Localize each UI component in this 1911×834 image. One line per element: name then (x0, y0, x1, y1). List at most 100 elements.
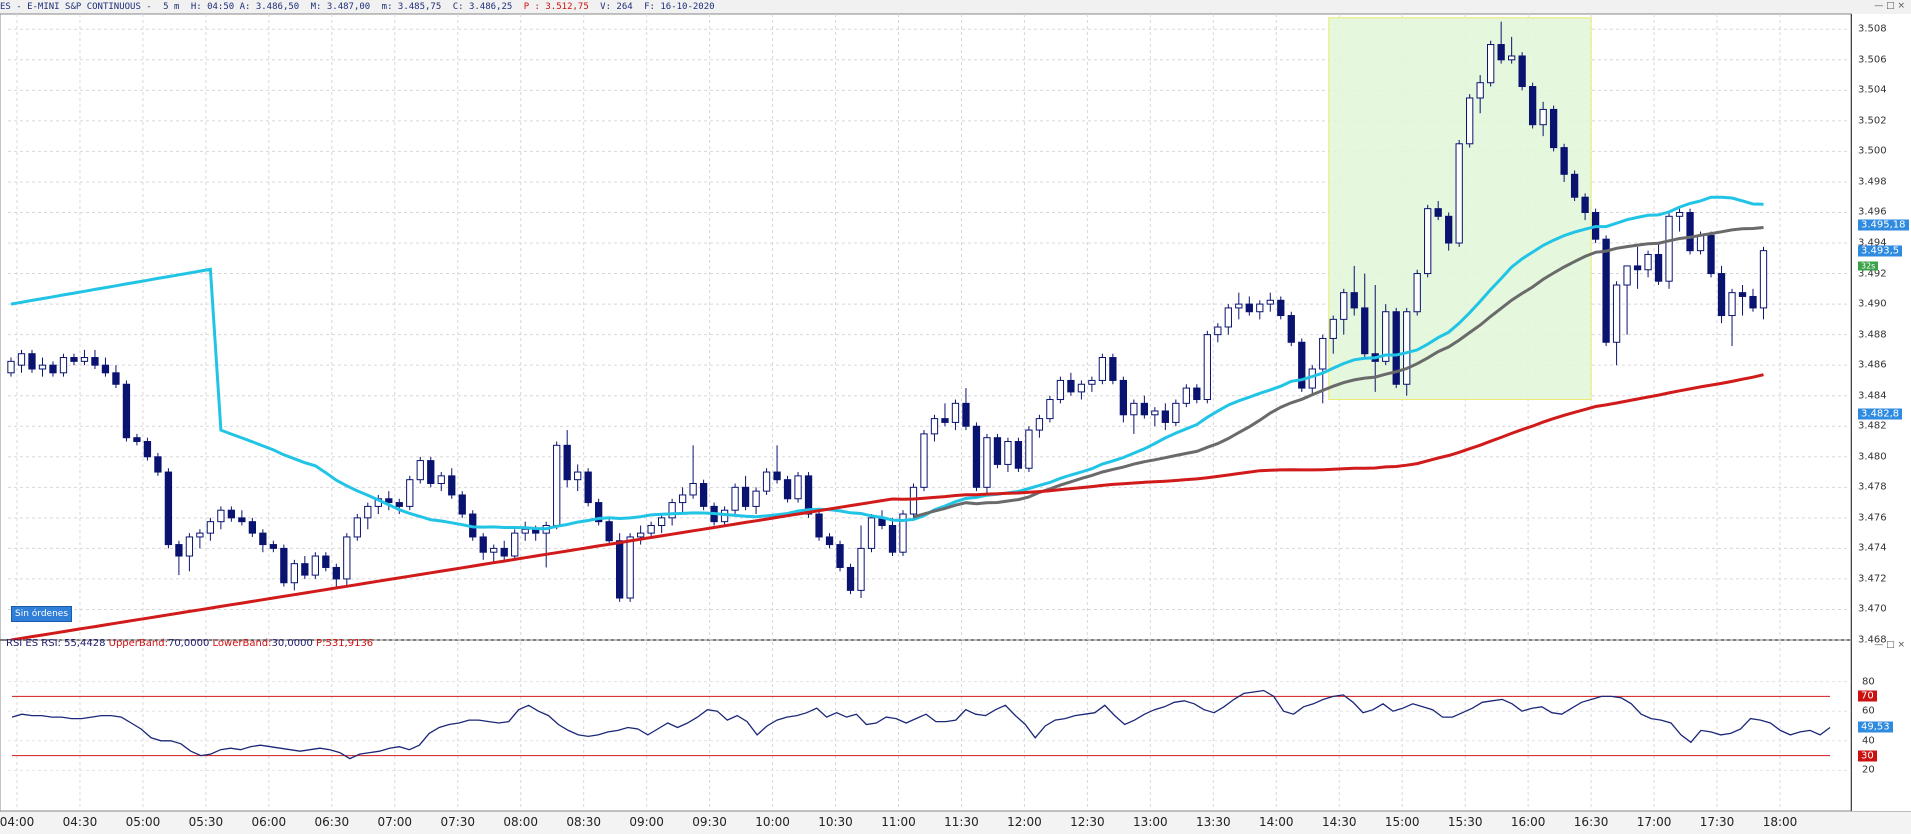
time-tick-label: 08:00 (503, 815, 538, 829)
candle-body (353, 517, 361, 538)
candle-body (920, 433, 928, 488)
candle-body (1560, 147, 1568, 175)
candle-body (699, 483, 708, 507)
candle-body (164, 471, 173, 546)
candle-body (7, 360, 15, 374)
candle-body (427, 460, 435, 485)
candle-body (185, 536, 194, 557)
candle-body (1340, 292, 1348, 320)
price-tick-label: 3.486 (1858, 359, 1887, 371)
time-tick-label: 16:00 (1510, 815, 1546, 829)
candle-body (1633, 265, 1642, 271)
candle-body (206, 521, 215, 534)
rsi-upper-value: 70,0000 (167, 638, 210, 649)
candle-body (804, 475, 813, 515)
candle-body (122, 383, 131, 439)
time-tick-label: 16:30 (1573, 815, 1609, 829)
time-tick-label: 10:30 (818, 815, 853, 829)
price-tick-label: 3.494 (1858, 237, 1887, 249)
price-tick-label: 3.470 (1858, 603, 1887, 615)
time-tick-label: 15:30 (1447, 815, 1483, 829)
orders-badge[interactable]: Sin órdenes (11, 606, 73, 622)
candle-body (752, 490, 760, 507)
candle-body (657, 517, 666, 526)
candle-body (217, 509, 225, 523)
price-tick-label: 3.506 (1858, 54, 1887, 66)
ma-slow-line (10, 373, 1764, 640)
candle-body (1728, 292, 1736, 317)
candle-body (1277, 299, 1285, 317)
date-label: F: 16-10-2020 (644, 2, 715, 12)
candle-body (626, 536, 634, 599)
price-tick-label: 3.478 (1858, 481, 1887, 493)
rsi-window-controls[interactable]: — □ × (1874, 640, 1905, 650)
candle-body (196, 532, 204, 538)
candle-body (1098, 357, 1107, 381)
candle-body (951, 402, 960, 423)
candle-body (616, 540, 624, 599)
price-tick-label: 3.484 (1858, 390, 1887, 402)
window-controls[interactable]: — □ × (1874, 1, 1905, 11)
candle-body (112, 372, 120, 385)
candle-body (238, 517, 246, 523)
candle-body (395, 502, 403, 507)
time-axis[interactable]: 04:00 04:30 05:00 05:30 06:00 06:30 07:00 07:30… (0, 811, 1911, 834)
candle-body (143, 441, 152, 458)
rsi-lower-label: LowerBand: (212, 638, 272, 649)
candle-body (1182, 387, 1190, 404)
candle-body (49, 364, 57, 374)
rsi-name: RSI ES RSI: (6, 638, 61, 649)
candle-body (930, 418, 939, 435)
candle-body (1172, 402, 1180, 423)
candle-body (595, 502, 603, 523)
time-tick-label: 11:00 (881, 815, 916, 829)
candle-body (1759, 250, 1768, 309)
candle-body (1623, 265, 1631, 286)
time-tick-label: 08:30 (566, 815, 601, 829)
candle-body (1476, 82, 1484, 99)
candle-body (80, 357, 89, 362)
candle-body (521, 528, 529, 534)
price-tick-label: 3.480 (1858, 451, 1887, 463)
candle-body (1434, 208, 1442, 217)
candle-body (154, 456, 162, 473)
candle-body (1717, 273, 1726, 317)
candle-body (343, 536, 351, 580)
last-price-tag: 3.493,5 (1858, 245, 1903, 257)
candle-body (899, 513, 907, 553)
candle-body (1014, 441, 1023, 469)
rsi-lower-value: 30,0000 (271, 638, 313, 649)
candle-body (227, 509, 236, 519)
candle-body (1193, 387, 1201, 401)
price-tick-label: 3.504 (1858, 84, 1887, 96)
candle-body (1214, 326, 1222, 336)
time-tick-label: 06:00 (251, 815, 287, 829)
candle-body (1350, 292, 1358, 309)
price-tick-label: 3.508 (1858, 23, 1887, 35)
candle-body (762, 471, 771, 492)
candle-body (133, 437, 141, 443)
price-tick-label: 3.474 (1858, 542, 1887, 554)
candle-body (17, 353, 26, 366)
candle-body (1088, 379, 1096, 385)
time-tick-label: 04:00 (0, 815, 35, 829)
candle-body (479, 536, 487, 553)
price-tick-label: 3.500 (1858, 145, 1887, 157)
candle-body (1602, 238, 1610, 343)
candle-body (1654, 253, 1663, 282)
ma-mid-line (913, 226, 1764, 519)
candle-body (1235, 303, 1243, 309)
candle-body (70, 357, 78, 362)
price-tick-label: 3.488 (1858, 329, 1887, 341)
time-tick-label: 17:30 (1699, 815, 1735, 829)
candle-body (1025, 429, 1033, 469)
rsi-value: 55,4428 (64, 638, 106, 649)
time-tick-label: 18:00 (1762, 815, 1798, 829)
candle-body (311, 555, 319, 576)
time-tick-label: 10:00 (755, 815, 790, 829)
candle-body (1581, 196, 1589, 213)
candle-body (1707, 234, 1715, 275)
candle-body (1497, 44, 1505, 61)
candle-body (437, 475, 445, 484)
